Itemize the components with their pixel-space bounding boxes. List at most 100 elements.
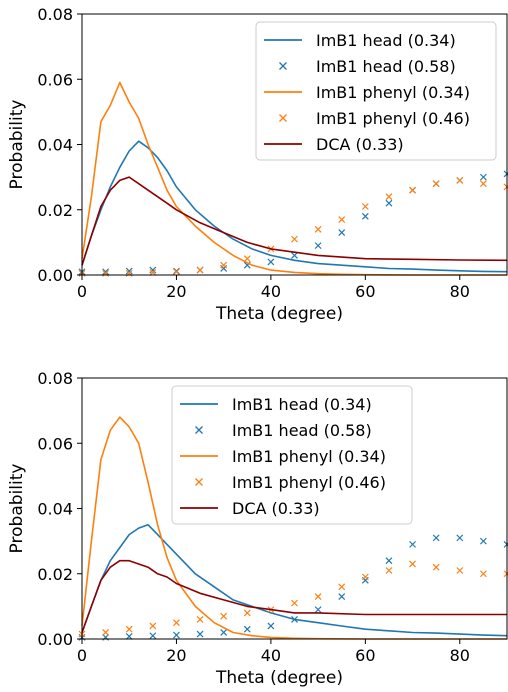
series-marker-point bbox=[432, 180, 440, 188]
y-tick-label: 0.04 bbox=[37, 500, 73, 519]
legend-label: ImB1 head (0.34) bbox=[232, 395, 372, 414]
legend: ImB1 head (0.34) ImB1 head (0.58) ImB1 phe… bbox=[171, 385, 413, 525]
legend-box bbox=[255, 21, 497, 161]
series-marker-point bbox=[149, 268, 157, 276]
series-marker-point bbox=[196, 630, 204, 638]
legend-label: ImB1 head (0.58) bbox=[232, 421, 372, 440]
x-tick-label: 40 bbox=[261, 646, 281, 665]
legend-box bbox=[171, 385, 413, 525]
legend-swatch-marker bbox=[279, 62, 287, 70]
series-marker-point bbox=[338, 583, 346, 591]
x-tick-label: 0 bbox=[77, 282, 87, 301]
series-marker-point bbox=[173, 631, 180, 639]
chart-panel-bottom: 0 20 40 60 80 0.00 0.02 0.04 0.06 0.08 Theta (degr… bbox=[7, 369, 508, 688]
x-tick-label: 80 bbox=[450, 646, 470, 665]
series-marker-point bbox=[432, 563, 440, 571]
series-marker-point bbox=[125, 625, 133, 633]
series-marker-point bbox=[267, 622, 275, 630]
legend-swatch-marker bbox=[279, 114, 287, 122]
series-marker-point bbox=[291, 599, 298, 607]
series-group bbox=[78, 416, 508, 641]
chart-panel-top: 0 20 40 60 80 0.00 0.02 0.04 0.06 0.08 Theta (degr… bbox=[7, 5, 508, 324]
y-tick-label: 0.02 bbox=[37, 201, 73, 220]
legend-label: ImB1 head (0.34) bbox=[316, 31, 456, 50]
series-marker-point bbox=[479, 537, 487, 545]
series-line-4 bbox=[81, 176, 508, 266]
series-marker-point bbox=[361, 576, 369, 584]
series-marker-point bbox=[338, 229, 346, 237]
series-marker-point bbox=[456, 567, 464, 574]
series-marker-point bbox=[479, 173, 487, 181]
series-marker-point bbox=[291, 252, 298, 259]
series-marker-point bbox=[220, 612, 228, 620]
y-tick-label: 0.04 bbox=[37, 136, 73, 155]
x-tick-label: 60 bbox=[355, 646, 375, 665]
legend-label: ImB1 phenyl (0.34) bbox=[316, 83, 470, 102]
series-marker-point bbox=[385, 557, 393, 565]
legend-label: ImB1 head (0.58) bbox=[316, 57, 456, 76]
series-marker-point bbox=[102, 268, 110, 276]
series-marker-point bbox=[479, 570, 487, 578]
series-marker-point bbox=[196, 616, 204, 623]
series-marker-point bbox=[314, 225, 322, 233]
series-marker-point bbox=[338, 216, 346, 223]
y-tick-label: 0.08 bbox=[37, 5, 73, 24]
series-marker-point bbox=[243, 609, 251, 617]
series-marker-point bbox=[267, 258, 275, 266]
y-axis-label: Probability bbox=[7, 100, 27, 190]
series-marker-point bbox=[102, 629, 110, 636]
series-marker-point bbox=[291, 235, 298, 243]
series-marker-point bbox=[149, 266, 157, 274]
series-marker-point bbox=[220, 265, 228, 272]
series-marker-point bbox=[314, 593, 322, 601]
series-marker-point bbox=[456, 176, 464, 184]
x-axis-label: Theta (degree) bbox=[215, 668, 343, 688]
series-marker-point bbox=[173, 619, 180, 627]
legend-swatch-marker bbox=[195, 478, 203, 486]
series-marker-point bbox=[243, 625, 251, 633]
y-tick-label: 0.02 bbox=[37, 565, 73, 584]
series-marker-point bbox=[220, 261, 228, 269]
series-marker-point bbox=[196, 266, 204, 274]
x-tick-label: 20 bbox=[166, 646, 186, 665]
series-marker-point bbox=[291, 616, 298, 623]
legend-label: DCA (0.33) bbox=[316, 135, 404, 154]
series-group bbox=[78, 81, 508, 277]
y-tick-label: 0.08 bbox=[37, 369, 73, 388]
series-marker-point bbox=[338, 593, 346, 601]
series-marker-point bbox=[149, 632, 157, 640]
series-marker-point bbox=[385, 199, 393, 207]
series-marker-point bbox=[361, 203, 369, 210]
x-tick-label: 40 bbox=[261, 282, 281, 301]
legend-label: DCA (0.33) bbox=[232, 499, 320, 518]
series-marker-point bbox=[432, 534, 440, 542]
legend-swatch-marker bbox=[195, 426, 203, 434]
legend-label: ImB1 phenyl (0.46) bbox=[232, 473, 386, 492]
series-marker-point bbox=[479, 180, 487, 188]
series-marker-point bbox=[361, 212, 369, 220]
legend: ImB1 head (0.34) ImB1 head (0.58) ImB1 phe… bbox=[255, 21, 497, 161]
x-axis-label: Theta (degree) bbox=[215, 304, 343, 324]
series-marker-point bbox=[314, 606, 322, 614]
y-tick-label: 0.00 bbox=[37, 266, 73, 285]
series-marker-point bbox=[409, 540, 416, 548]
series-marker-point bbox=[149, 622, 157, 630]
legend-label: ImB1 phenyl (0.34) bbox=[232, 447, 386, 466]
series-line-2 bbox=[81, 81, 507, 276]
series-marker-point bbox=[361, 573, 369, 581]
series-marker-point bbox=[173, 268, 180, 276]
legend-label: ImB1 phenyl (0.46) bbox=[316, 109, 470, 128]
x-tick-label: 60 bbox=[355, 282, 375, 301]
series-marker-point bbox=[409, 560, 416, 568]
series-marker-point bbox=[385, 193, 393, 201]
series-marker-point bbox=[409, 186, 416, 194]
series-marker-point bbox=[125, 632, 133, 640]
series-marker-point bbox=[456, 534, 464, 542]
series-line-0 bbox=[81, 523, 508, 637]
x-tick-label: 0 bbox=[77, 646, 87, 665]
y-tick-label: 0.06 bbox=[37, 434, 73, 453]
x-tick-label: 80 bbox=[450, 282, 470, 301]
y-axis-label: Probability bbox=[7, 464, 27, 554]
y-tick-label: 0.00 bbox=[37, 630, 73, 649]
